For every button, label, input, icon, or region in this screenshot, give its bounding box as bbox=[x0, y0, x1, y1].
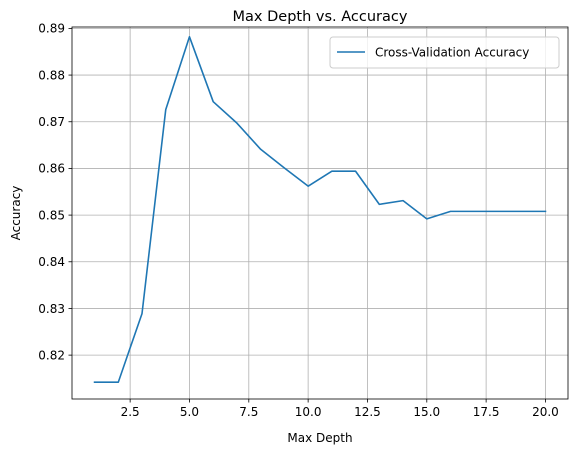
x-tick-label: 20.0 bbox=[532, 405, 559, 419]
y-tick-label: 0.86 bbox=[38, 162, 65, 176]
x-tick-label: 15.0 bbox=[413, 405, 440, 419]
y-tick-label: 0.85 bbox=[38, 208, 65, 222]
grid bbox=[72, 27, 568, 399]
legend-box bbox=[329, 36, 560, 69]
y-axis-label: Accuracy bbox=[9, 186, 23, 241]
axes-frame bbox=[71, 26, 569, 400]
x-tick-label: 7.5 bbox=[239, 405, 258, 419]
plot-area bbox=[93, 35, 547, 384]
chart-title: Max Depth vs. Accuracy bbox=[233, 9, 408, 25]
x-axis: 2.5 5.0 7.5 10.0 12.5 15.0 17.5 20.0 bbox=[121, 399, 559, 419]
y-tick-label: 0.82 bbox=[38, 348, 65, 362]
y-tick-label: 0.84 bbox=[38, 255, 65, 269]
x-tick-label: 12.5 bbox=[354, 405, 381, 419]
x-axis-label: Max Depth bbox=[287, 431, 352, 445]
x-tick-label: 10.0 bbox=[295, 405, 322, 419]
y-tick-label: 0.83 bbox=[38, 302, 65, 316]
y-tick-label: 0.87 bbox=[38, 115, 65, 129]
y-axis: 0.82 0.83 0.84 0.85 0.86 0.87 0.88 0.89 bbox=[38, 22, 72, 362]
x-tick-label: 5.0 bbox=[180, 405, 199, 419]
series-line bbox=[93, 35, 547, 384]
legend: Cross-Validation Accuracy bbox=[329, 36, 560, 69]
x-tick-label: 17.5 bbox=[473, 405, 500, 419]
legend-label: Cross-Validation Accuracy bbox=[375, 46, 529, 60]
y-tick-label: 0.88 bbox=[38, 68, 65, 82]
x-tick-label: 2.5 bbox=[121, 405, 140, 419]
y-tick-label: 0.89 bbox=[38, 22, 65, 36]
